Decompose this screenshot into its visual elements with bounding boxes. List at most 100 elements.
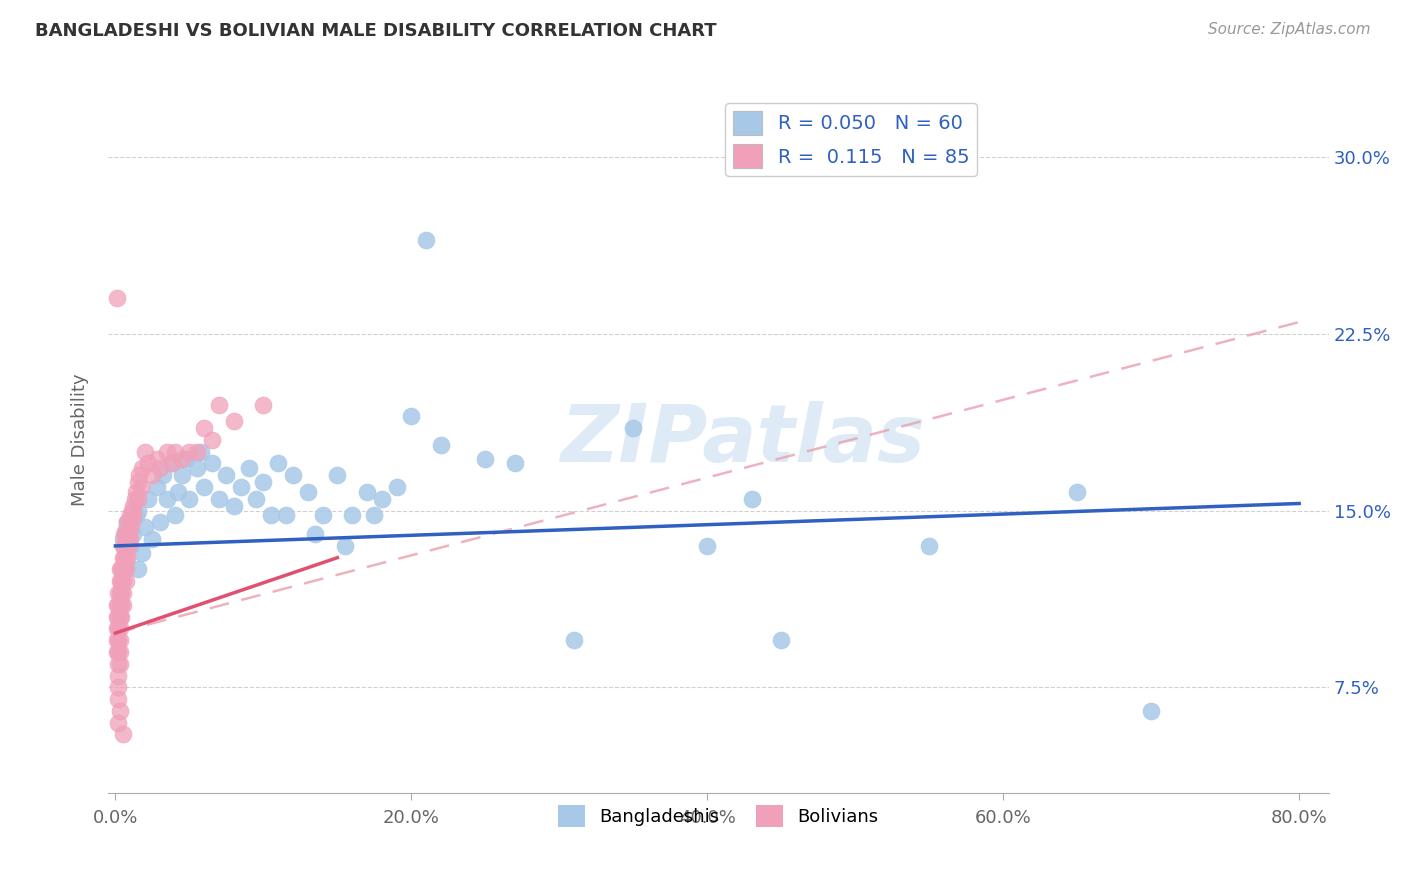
Point: [170, 468, 193, 483]
Point: [105, 621, 128, 635]
Point: [108, 633, 131, 648]
Text: ZIPatlas: ZIPatlas: [561, 401, 925, 479]
Point: [112, 562, 135, 576]
Point: [340, 508, 363, 523]
Point: [108, 621, 131, 635]
Point: [107, 598, 129, 612]
Point: [503, 457, 526, 471]
Point: [122, 508, 145, 523]
Point: [128, 468, 150, 483]
Point: [127, 503, 149, 517]
Text: BANGLADESHI VS BOLIVIAN MALE DISABILITY CORRELATION CHART: BANGLADESHI VS BOLIVIAN MALE DISABILITY …: [35, 22, 717, 40]
Legend: Bangladeshis, Bolivians: Bangladeshis, Bolivians: [551, 797, 886, 834]
Point: [114, 539, 136, 553]
Point: [186, 444, 208, 458]
Point: [208, 397, 231, 411]
Point: [107, 715, 129, 730]
Point: [107, 633, 129, 648]
Point: [125, 484, 148, 499]
Point: [107, 668, 129, 682]
Point: [122, 499, 145, 513]
Point: [118, 527, 141, 541]
Point: [215, 468, 238, 483]
Y-axis label: Male Disability: Male Disability: [72, 374, 89, 506]
Point: [200, 457, 222, 471]
Point: [115, 516, 138, 530]
Point: [696, 539, 718, 553]
Point: [166, 484, 188, 499]
Point: [170, 451, 193, 466]
Text: Source: ZipAtlas.com: Source: ZipAtlas.com: [1208, 22, 1371, 37]
Point: [108, 586, 131, 600]
Point: [267, 457, 290, 471]
Point: [127, 491, 149, 506]
Point: [385, 480, 408, 494]
Point: [304, 527, 326, 541]
Point: [107, 586, 129, 600]
Point: [108, 657, 131, 671]
Point: [918, 539, 941, 553]
Point: [107, 645, 129, 659]
Point: [208, 491, 231, 506]
Point: [107, 621, 129, 635]
Point: [190, 444, 212, 458]
Point: [281, 468, 304, 483]
Point: [115, 527, 138, 541]
Point: [111, 727, 134, 741]
Point: [134, 444, 156, 458]
Point: [160, 457, 183, 471]
Point: [122, 527, 145, 541]
Point: [193, 421, 215, 435]
Point: [160, 457, 183, 471]
Point: [252, 475, 274, 490]
Point: [111, 598, 134, 612]
Point: [110, 562, 132, 576]
Point: [114, 523, 136, 537]
Point: [179, 444, 201, 458]
Point: [112, 539, 135, 553]
Point: [108, 704, 131, 718]
Point: [297, 484, 319, 499]
Point: [110, 574, 132, 589]
Point: [105, 633, 128, 648]
Point: [127, 562, 149, 576]
Point: [562, 633, 585, 648]
Point: [114, 574, 136, 589]
Point: [110, 586, 132, 600]
Point: [107, 692, 129, 706]
Point: [430, 437, 453, 451]
Point: [149, 461, 172, 475]
Point: [108, 645, 131, 659]
Point: [114, 550, 136, 565]
Point: [474, 451, 496, 466]
Point: [176, 451, 198, 466]
Point: [108, 598, 131, 612]
Point: [120, 523, 142, 537]
Point: [118, 516, 141, 530]
Point: [141, 468, 163, 483]
Point: [134, 520, 156, 534]
Point: [124, 491, 146, 506]
Point: [363, 508, 385, 523]
Point: [110, 598, 132, 612]
Point: [621, 421, 644, 435]
Point: [111, 550, 134, 565]
Point: [120, 539, 142, 553]
Point: [333, 539, 356, 553]
Point: [112, 527, 135, 541]
Point: [107, 681, 129, 695]
Point: [156, 444, 179, 458]
Point: [238, 461, 260, 475]
Point: [129, 480, 152, 494]
Point: [108, 562, 131, 576]
Point: [252, 397, 274, 411]
Point: [415, 233, 437, 247]
Point: [108, 574, 131, 589]
Point: [121, 503, 143, 517]
Point: [1066, 484, 1088, 499]
Point: [222, 414, 245, 428]
Point: [131, 461, 153, 475]
Point: [115, 516, 138, 530]
Point: [770, 633, 793, 648]
Point: [274, 508, 297, 523]
